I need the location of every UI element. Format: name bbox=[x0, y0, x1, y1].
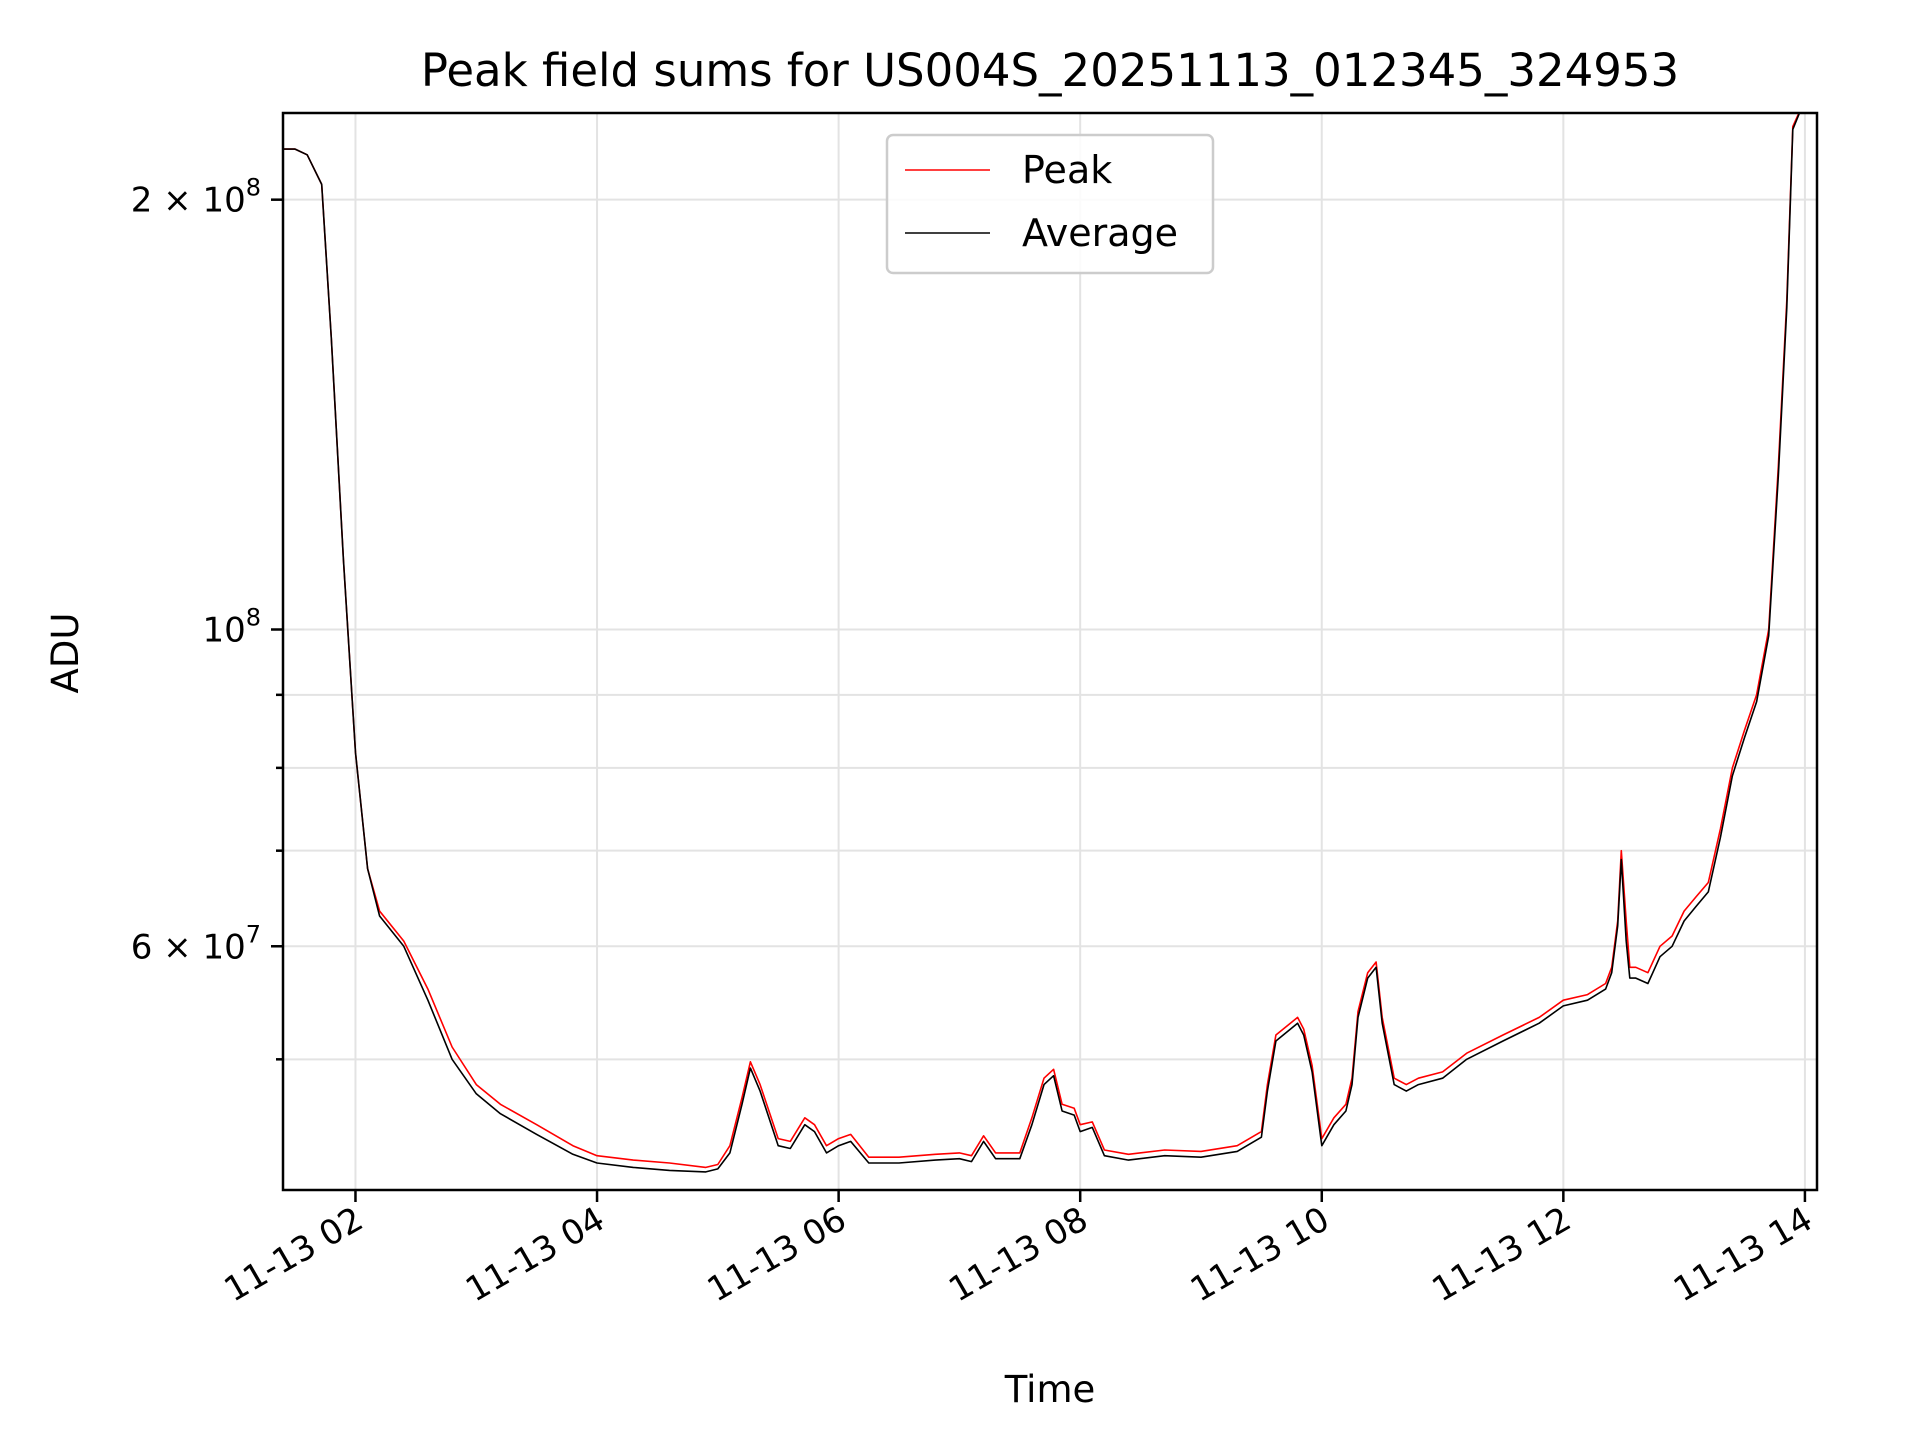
series-line-average bbox=[283, 113, 1801, 1173]
legend-average-label: Average bbox=[1022, 211, 1178, 255]
grid-layer bbox=[283, 113, 1817, 1190]
y-tick-label: 2 × 108 bbox=[131, 174, 261, 221]
y-axis-label: ADU bbox=[44, 613, 87, 694]
plot-frame bbox=[281, 111, 1819, 1192]
legend-peak-label: Peak bbox=[1022, 148, 1112, 192]
x-axis-label: Time bbox=[1004, 1368, 1096, 1411]
series-line-peak bbox=[283, 113, 1800, 1169]
legend: Peak Average bbox=[885, 133, 1215, 275]
chart-title: Peak field sums for US004S_20251113_0123… bbox=[421, 44, 1679, 97]
series-layer bbox=[283, 113, 1801, 1173]
y-tick-label: 6 × 107 bbox=[131, 920, 261, 967]
y-tick-label: 108 bbox=[202, 603, 261, 650]
